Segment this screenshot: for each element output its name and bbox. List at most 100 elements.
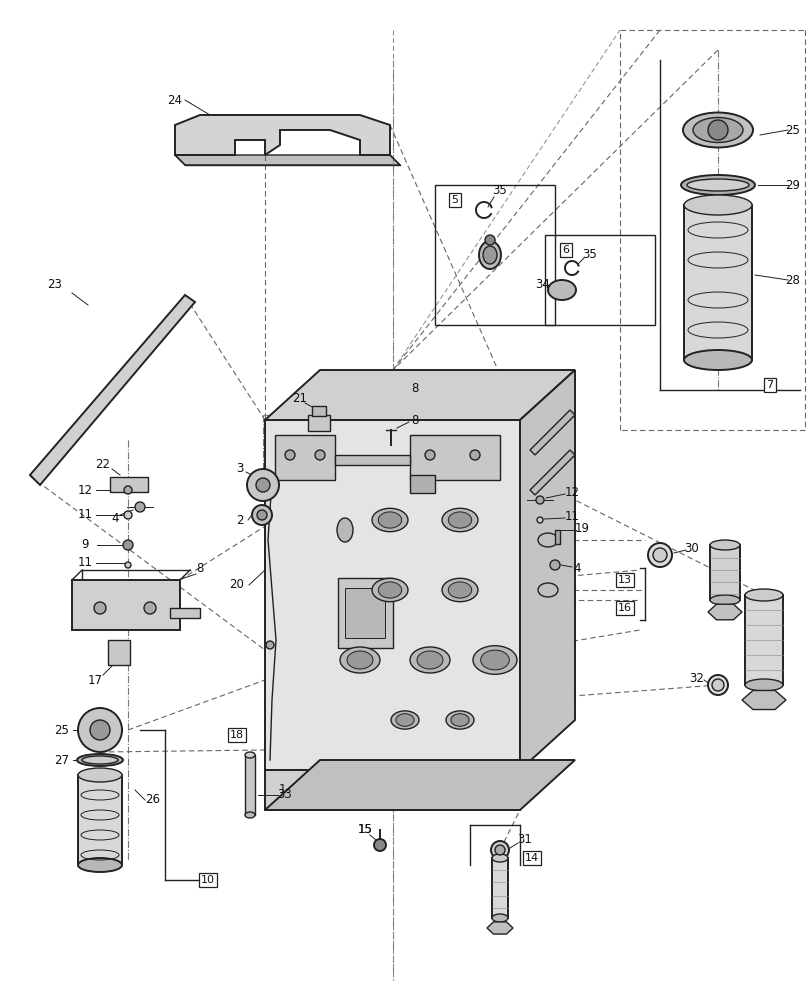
Text: 4: 4 xyxy=(573,562,580,574)
Ellipse shape xyxy=(547,280,575,300)
Text: 15: 15 xyxy=(357,823,372,836)
Ellipse shape xyxy=(245,812,255,818)
Text: 15: 15 xyxy=(357,823,372,836)
Polygon shape xyxy=(264,420,519,770)
Ellipse shape xyxy=(538,533,557,547)
Circle shape xyxy=(247,469,279,501)
Ellipse shape xyxy=(337,518,353,542)
Ellipse shape xyxy=(391,711,418,729)
Bar xyxy=(435,185,554,325)
Circle shape xyxy=(707,120,727,140)
Polygon shape xyxy=(175,115,389,155)
Circle shape xyxy=(711,679,723,691)
Bar xyxy=(744,595,782,685)
Ellipse shape xyxy=(441,578,478,602)
Ellipse shape xyxy=(78,858,122,872)
Ellipse shape xyxy=(478,241,500,269)
Text: 13: 13 xyxy=(617,575,631,585)
Bar xyxy=(491,858,508,918)
Circle shape xyxy=(124,486,132,494)
Ellipse shape xyxy=(82,756,118,764)
Polygon shape xyxy=(335,455,410,465)
Ellipse shape xyxy=(744,679,782,691)
Text: 5: 5 xyxy=(451,195,458,205)
Circle shape xyxy=(495,845,504,855)
Polygon shape xyxy=(707,604,741,620)
Circle shape xyxy=(135,502,145,512)
Ellipse shape xyxy=(346,651,372,669)
Text: 11: 11 xyxy=(564,510,579,522)
Circle shape xyxy=(124,511,132,519)
Text: 23: 23 xyxy=(48,278,62,292)
Circle shape xyxy=(78,708,122,752)
Ellipse shape xyxy=(378,582,401,598)
Ellipse shape xyxy=(709,595,739,605)
Text: 3: 3 xyxy=(236,462,243,475)
Bar xyxy=(311,406,325,416)
Ellipse shape xyxy=(78,768,122,782)
Polygon shape xyxy=(410,435,500,480)
Text: 9: 9 xyxy=(81,538,88,552)
Text: 32: 32 xyxy=(689,672,704,684)
Text: 12: 12 xyxy=(564,486,579,498)
Circle shape xyxy=(549,560,560,570)
Ellipse shape xyxy=(709,540,739,550)
Ellipse shape xyxy=(410,647,449,673)
Ellipse shape xyxy=(491,854,508,862)
Ellipse shape xyxy=(538,583,557,597)
Text: 22: 22 xyxy=(96,458,110,472)
Ellipse shape xyxy=(77,754,122,766)
Polygon shape xyxy=(264,760,574,810)
Ellipse shape xyxy=(417,651,443,669)
Ellipse shape xyxy=(450,714,469,726)
Text: 30: 30 xyxy=(684,542,698,554)
Circle shape xyxy=(94,602,106,614)
Circle shape xyxy=(374,839,385,851)
Ellipse shape xyxy=(396,714,414,726)
Circle shape xyxy=(144,602,156,614)
Ellipse shape xyxy=(340,647,380,673)
Text: 20: 20 xyxy=(230,578,244,591)
Polygon shape xyxy=(264,370,574,420)
Ellipse shape xyxy=(473,646,517,674)
Bar xyxy=(544,235,654,325)
Polygon shape xyxy=(108,640,130,665)
Polygon shape xyxy=(530,410,574,455)
Polygon shape xyxy=(109,477,148,492)
Ellipse shape xyxy=(683,350,751,370)
Text: 17: 17 xyxy=(88,674,102,686)
Text: 24: 24 xyxy=(167,94,182,107)
Ellipse shape xyxy=(744,589,782,601)
Circle shape xyxy=(536,517,543,523)
Polygon shape xyxy=(741,690,785,710)
Text: 18: 18 xyxy=(230,730,244,740)
Bar xyxy=(307,415,329,431)
Text: 10: 10 xyxy=(201,875,215,885)
Text: 8: 8 xyxy=(411,414,418,426)
Circle shape xyxy=(470,450,479,460)
Circle shape xyxy=(285,450,294,460)
Text: 33: 33 xyxy=(277,788,292,801)
Polygon shape xyxy=(175,155,400,165)
Ellipse shape xyxy=(491,914,508,922)
Circle shape xyxy=(266,641,273,649)
Text: 21: 21 xyxy=(292,391,307,404)
Bar xyxy=(410,475,435,493)
Text: 26: 26 xyxy=(145,793,161,806)
Ellipse shape xyxy=(480,650,508,670)
Circle shape xyxy=(491,841,508,859)
Polygon shape xyxy=(72,580,180,630)
Text: 34: 34 xyxy=(535,278,550,292)
Text: 14: 14 xyxy=(524,853,539,863)
Ellipse shape xyxy=(371,508,407,532)
Text: 28: 28 xyxy=(784,273,800,286)
Circle shape xyxy=(90,720,109,740)
Text: 27: 27 xyxy=(54,754,70,766)
Ellipse shape xyxy=(692,118,742,143)
Text: 11: 11 xyxy=(77,508,92,522)
Text: 8: 8 xyxy=(196,562,204,574)
Circle shape xyxy=(251,505,272,525)
Bar xyxy=(709,545,739,600)
Ellipse shape xyxy=(683,195,751,215)
Ellipse shape xyxy=(371,578,407,602)
